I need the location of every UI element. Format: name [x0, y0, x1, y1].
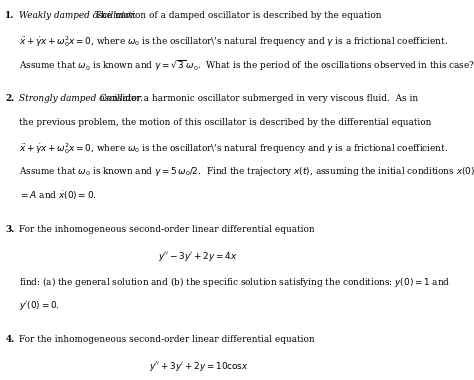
Text: For the inhomogeneous second-order linear differential equation: For the inhomogeneous second-order linea…: [18, 225, 314, 234]
Text: 2.: 2.: [5, 94, 14, 103]
Text: $\ddot{x} + \dot{\gamma}x + \omega_0^2 x = 0$, where $\omega_0$ is the oscillato: $\ddot{x} + \dot{\gamma}x + \omega_0^2 x…: [18, 34, 448, 49]
Text: The motion of a damped oscillator is described by the equation: The motion of a damped oscillator is des…: [92, 11, 382, 19]
Text: find: (a) the general solution and (b) the specific solution satisfying the cond: find: (a) the general solution and (b) t…: [18, 275, 450, 289]
Text: 1.: 1.: [5, 11, 15, 19]
Text: Consider a harmonic oscillator submerged in very viscous fluid.  As in: Consider a harmonic oscillator submerged…: [97, 94, 418, 103]
Text: Assume that $\omega_0$ is known and $\gamma = \sqrt{3}\,\omega_0$.  What is the : Assume that $\omega_0$ is known and $\ga…: [18, 58, 474, 73]
Text: Strongly damped oscillator.: Strongly damped oscillator.: [18, 94, 143, 103]
Text: $y'' - 3y' + 2y = 4x$: $y'' - 3y' + 2y = 4x$: [158, 250, 237, 263]
Text: 3.: 3.: [5, 225, 14, 234]
Text: the previous problem, the motion of this oscillator is described by the differen: the previous problem, the motion of this…: [18, 118, 431, 127]
Text: $= A$ and $\dot{x}(0) = 0$.: $= A$ and $\dot{x}(0) = 0$.: [18, 189, 96, 202]
Text: 4.: 4.: [5, 335, 14, 344]
Text: Assume that $\omega_0$ is known and $\gamma = 5\,\omega_0/2$.  Find the trajecto: Assume that $\omega_0$ is known and $\ga…: [18, 165, 474, 179]
Text: $y'(0) = 0$.: $y'(0) = 0$.: [18, 299, 60, 312]
Text: $\ddot{x} + \dot{\gamma}x + \omega_0^2 x = 0$, where $\omega_0$ is the oscillato: $\ddot{x} + \dot{\gamma}x + \omega_0^2 x…: [18, 142, 448, 157]
Text: Weakly damped oscillator.: Weakly damped oscillator.: [18, 11, 136, 19]
Text: For the inhomogeneous second-order linear differential equation: For the inhomogeneous second-order linea…: [18, 335, 314, 344]
Text: $y'' + 3y' + 2y = 10\mathrm{cos}x$: $y'' + 3y' + 2y = 10\mathrm{cos}x$: [149, 359, 249, 373]
